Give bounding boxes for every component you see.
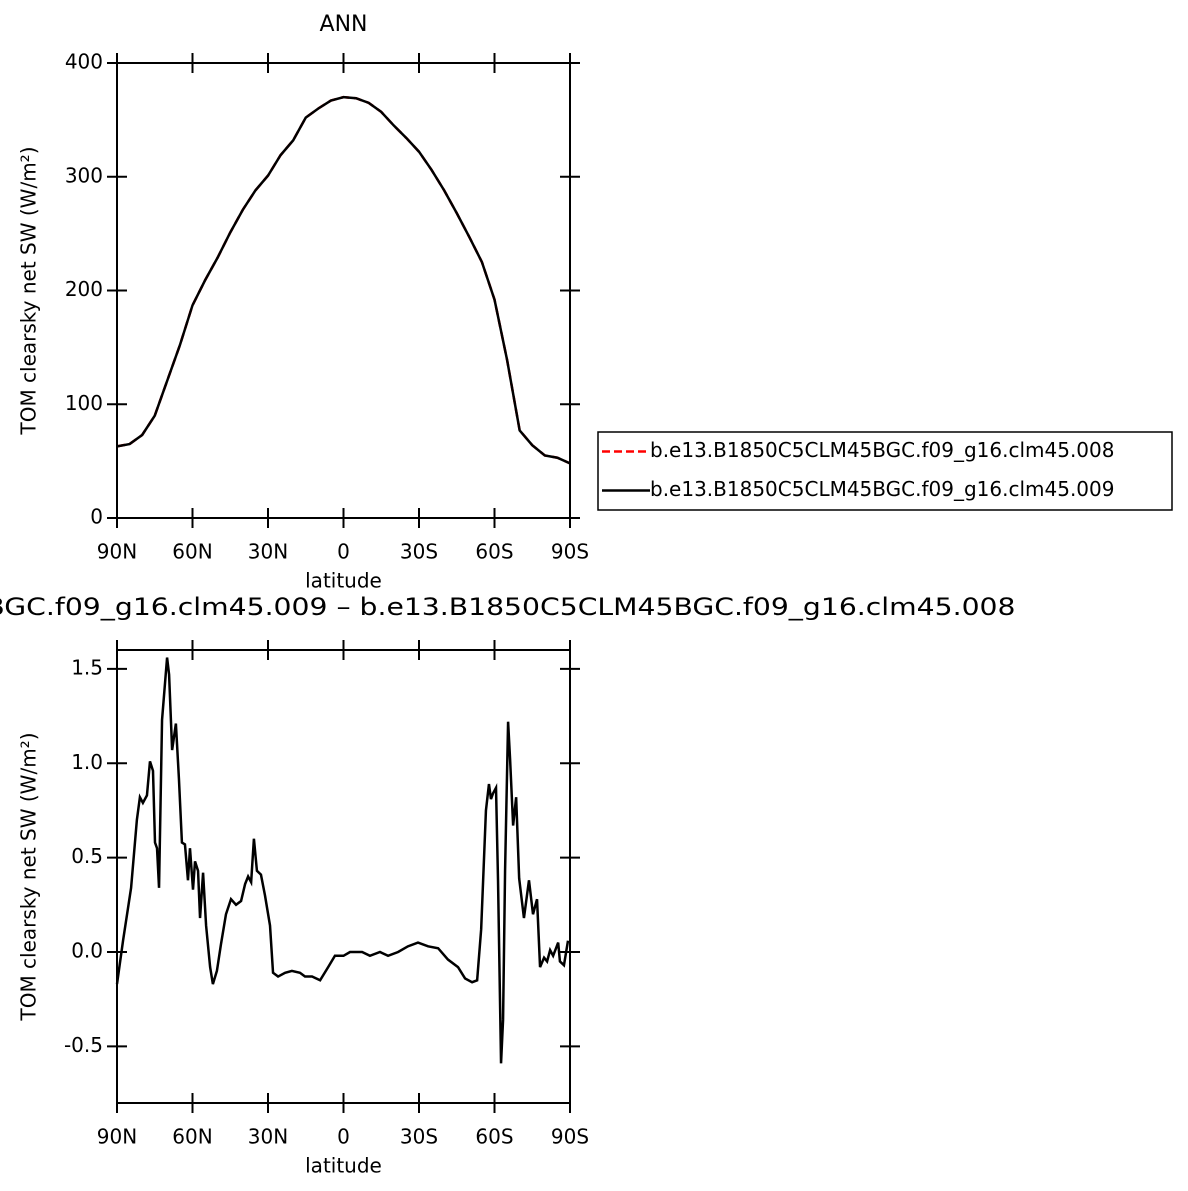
legend-box: [597, 431, 1173, 511]
x-tick-label: 60N: [172, 1125, 212, 1149]
data-line: [115, 657, 570, 1064]
plot-frame: [116, 62, 571, 519]
x-tick-label: 60S: [475, 1125, 513, 1149]
y-tick-label: 0.5: [71, 844, 103, 868]
y-tick-label: 1.0: [71, 750, 103, 774]
x-tick-label: 90S: [551, 540, 589, 564]
x-tick-label: 0: [337, 540, 350, 564]
y-axis-label: TOM clearsky net SW (W/m²): [17, 732, 41, 1021]
x-tick-label: 0: [337, 1125, 350, 1149]
y-tick-label: 300: [65, 163, 103, 187]
y-tick-label: 0: [90, 505, 103, 529]
x-tick-label: 30S: [400, 540, 438, 564]
y-axis-label: TOM clearsky net SW (W/m²): [17, 146, 41, 435]
chart-title: ANN: [320, 12, 368, 37]
x-tick-label: 30S: [400, 1125, 438, 1149]
x-tick-label: 60S: [475, 540, 513, 564]
x-tick-label: 90N: [97, 1125, 137, 1149]
data-line: [116, 95, 571, 465]
x-tick-label: 30N: [248, 1125, 288, 1149]
x-axis-label: latitude: [305, 1154, 382, 1178]
x-tick-label: 60N: [172, 540, 212, 564]
y-tick-label: 1.5: [71, 655, 103, 679]
legend-label: b.e13.B1850C5CLM45BGC.f09_g16.clm45.008: [650, 438, 1114, 462]
x-tick-label: 90S: [551, 1125, 589, 1149]
data-line: [116, 95, 571, 465]
y-tick-label: 400: [65, 50, 103, 74]
plot-frame: [116, 649, 571, 1104]
legend-label: b.e13.B1850C5CLM45BGC.f09_g16.clm45.009: [650, 477, 1114, 501]
x-tick-label: 30N: [248, 540, 288, 564]
y-tick-label: 200: [65, 277, 103, 301]
x-tick-label: 90N: [97, 540, 137, 564]
y-tick-label: 0.0: [71, 939, 103, 963]
chart-title: b.e13.B1850C5CLM45BGC.f09_g16.clm45.009 …: [0, 593, 1016, 621]
y-tick-label: 100: [65, 391, 103, 415]
x-axis-label: latitude: [305, 569, 382, 593]
y-tick-label: -0.5: [64, 1033, 103, 1057]
